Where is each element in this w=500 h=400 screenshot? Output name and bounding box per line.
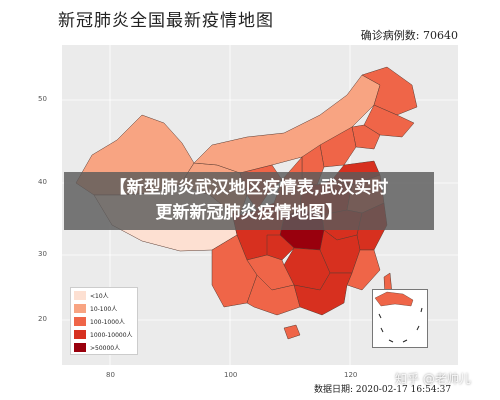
legend-swatch bbox=[74, 343, 86, 352]
y-tick: 50 bbox=[38, 95, 47, 103]
x-tick: 80 bbox=[106, 371, 115, 379]
region-hainan bbox=[283, 324, 301, 340]
region-guangxi bbox=[246, 274, 301, 316]
region-inner-mongolia bbox=[193, 74, 381, 174]
data-date: 数据日期: 2020-02-17 16:54:37 bbox=[314, 385, 452, 395]
inset-map bbox=[374, 291, 423, 343]
legend-label: >50000人 bbox=[90, 345, 121, 352]
banner-line-1: 【新型肺炎武汉地区疫情表,武汉实时 bbox=[109, 178, 389, 198]
legend-item: 100-1000人 bbox=[74, 316, 134, 327]
watermark: 知乎 @老帅儿 bbox=[395, 372, 471, 386]
y-tick: 20 bbox=[38, 315, 47, 323]
legend-swatch bbox=[74, 291, 86, 300]
legend-label: 1000-10000人 bbox=[90, 332, 133, 339]
region-guangdong bbox=[293, 272, 353, 316]
banner-line-2: 更新新冠肺炎疫情地图】 bbox=[155, 203, 343, 223]
x-tick: 100 bbox=[224, 371, 238, 379]
confirmed-total: 确诊病例数: 70640 bbox=[360, 29, 458, 42]
south-china-sea-inset bbox=[372, 289, 428, 348]
legend-label: 10-100人 bbox=[90, 306, 118, 313]
map-legend: <10人 10-100人 100-1000人 1000-10000人 >5000… bbox=[70, 287, 138, 355]
legend-label: 100-1000人 bbox=[90, 319, 125, 326]
legend-item: >50000人 bbox=[74, 342, 134, 353]
region-heilongjiang bbox=[361, 66, 418, 116]
y-tick: 40 bbox=[38, 178, 47, 186]
legend-item: 1000-10000人 bbox=[74, 329, 134, 340]
legend-label: <10人 bbox=[90, 293, 109, 300]
map-title: 新冠肺炎全国最新疫情地图 bbox=[58, 11, 274, 31]
legend-swatch bbox=[74, 330, 86, 339]
x-tick: 120 bbox=[344, 371, 358, 379]
headline-banner: 【新型肺炎武汉地区疫情表,武汉实时 更新新冠肺炎疫情地图】 bbox=[64, 172, 434, 230]
region-chongqing bbox=[266, 234, 295, 261]
legend-swatch bbox=[74, 304, 86, 313]
y-tick: 30 bbox=[38, 250, 47, 258]
legend-swatch bbox=[74, 317, 86, 326]
legend-item: <10人 bbox=[74, 290, 134, 301]
legend-item: 10-100人 bbox=[74, 303, 134, 314]
